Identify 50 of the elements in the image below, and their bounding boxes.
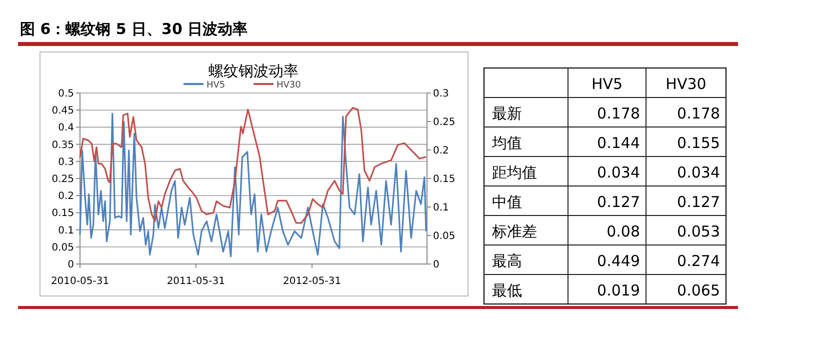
y2-tick-label: 0.1 [433,202,449,214]
data-label: 0.127 [597,192,640,211]
data-label: 0.019 [597,281,640,300]
legend-label: HV5 [206,80,226,90]
y-tick-label: 0.1 [58,225,74,236]
y-tick-label: 0.45 [52,106,74,117]
x-tick-label: 2011-05-31 [166,276,225,287]
category-label: 距均值 [492,163,537,182]
y-tick-label: 0.15 [52,208,74,220]
x-tick-label: 2010-05-31 [50,276,110,287]
data-label: 0.178 [597,104,640,122]
y-tick-label: 0 [68,260,74,270]
data-label: 0.034 [677,163,720,182]
y-tick-label: 0.4 [58,122,74,134]
data-label: 0.08 [606,222,640,240]
y-tick-label: 0.35 [52,140,74,151]
data-label: 0.144 [597,134,640,152]
y2-tick-label: 0.25 [433,117,456,128]
text: HV30 [666,74,706,93]
data-label: 0.127 [677,192,720,211]
data-label: 0.274 [677,252,720,270]
data-label: 0.065 [677,281,720,300]
data-label: 0.053 [677,222,720,240]
category-label: 最新 [492,104,522,122]
category-label: 均值 [491,134,522,152]
caption: 图 6：螺纹钢 5 日、30 日波动率 [20,20,248,38]
line-series [79,107,427,224]
y2-tick-label: 0.3 [433,88,449,100]
category-label: 中值 [492,192,522,211]
data-label: 0.034 [597,163,640,182]
y-tick-label: 0.2 [58,191,74,202]
y-tick-label: 0.3 [58,156,74,168]
x-tick-label: 2012-05-31 [283,276,342,287]
legend-label: HV30 [276,80,302,90]
y2-tick-label: 0 [433,260,440,270]
y-tick-label: 0.5 [58,88,74,100]
data-label: 0.178 [677,104,720,122]
chart-title: 螺纹钢波动率 [208,62,298,80]
y-tick-label: 0.25 [52,174,74,185]
data-label: 0.449 [597,252,640,270]
category-label: 最低 [492,281,522,300]
text: HV5 [591,74,623,93]
data-label: 0.155 [677,134,720,152]
y-tick-label: 0.05 [52,242,74,254]
line-series [79,112,427,258]
y2-tick-label: 0.2 [433,146,449,156]
category-label: 最高 [492,252,522,270]
category-label: 标准差 [491,222,537,240]
y2-tick-label: 0.15 [433,174,456,185]
y2-tick-label: 0.05 [433,231,456,242]
